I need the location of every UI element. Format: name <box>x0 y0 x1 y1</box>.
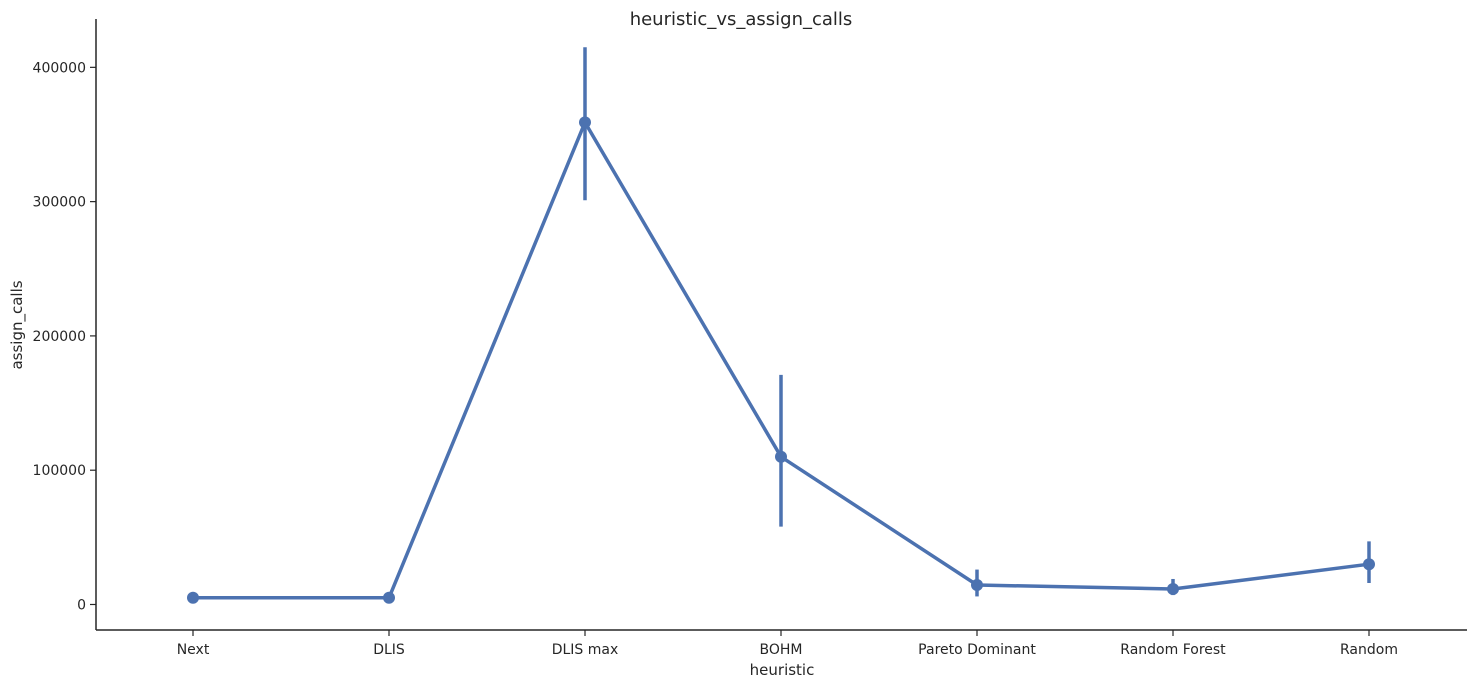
ticks: 0 100000 200000 300000 400000 Next DLIS DLIS ma… <box>33 60 1398 658</box>
x-tick-label: Random Forest <box>1120 642 1226 658</box>
data-point <box>187 591 199 604</box>
y-tick-label: 400000 <box>33 60 86 76</box>
error-bars <box>191 47 1371 601</box>
chart-title: heuristic_vs_assign_calls <box>630 9 853 30</box>
y-tick-label: 100000 <box>33 463 86 479</box>
axes <box>95 19 1467 631</box>
data-point <box>1363 558 1375 571</box>
data-point <box>971 579 983 592</box>
x-tick-label: Next <box>177 642 210 658</box>
y-tick-label: 0 <box>77 597 86 613</box>
x-tick-label: DLIS <box>373 642 405 658</box>
y-tick-label: 200000 <box>33 329 86 345</box>
data-point <box>775 450 787 463</box>
data-point <box>579 116 591 129</box>
data-points <box>187 116 1375 604</box>
x-tick-label: BOHM <box>760 642 803 658</box>
x-tick-label: DLIS max <box>552 642 619 658</box>
y-axis-label: assign_calls <box>8 280 27 369</box>
x-axis-label: heuristic <box>750 661 815 679</box>
data-point <box>383 591 395 604</box>
x-tick-label: Pareto Dominant <box>918 642 1036 658</box>
x-tick-label: Random <box>1340 642 1398 658</box>
data-point <box>1167 583 1179 596</box>
y-tick-label: 300000 <box>33 195 86 211</box>
